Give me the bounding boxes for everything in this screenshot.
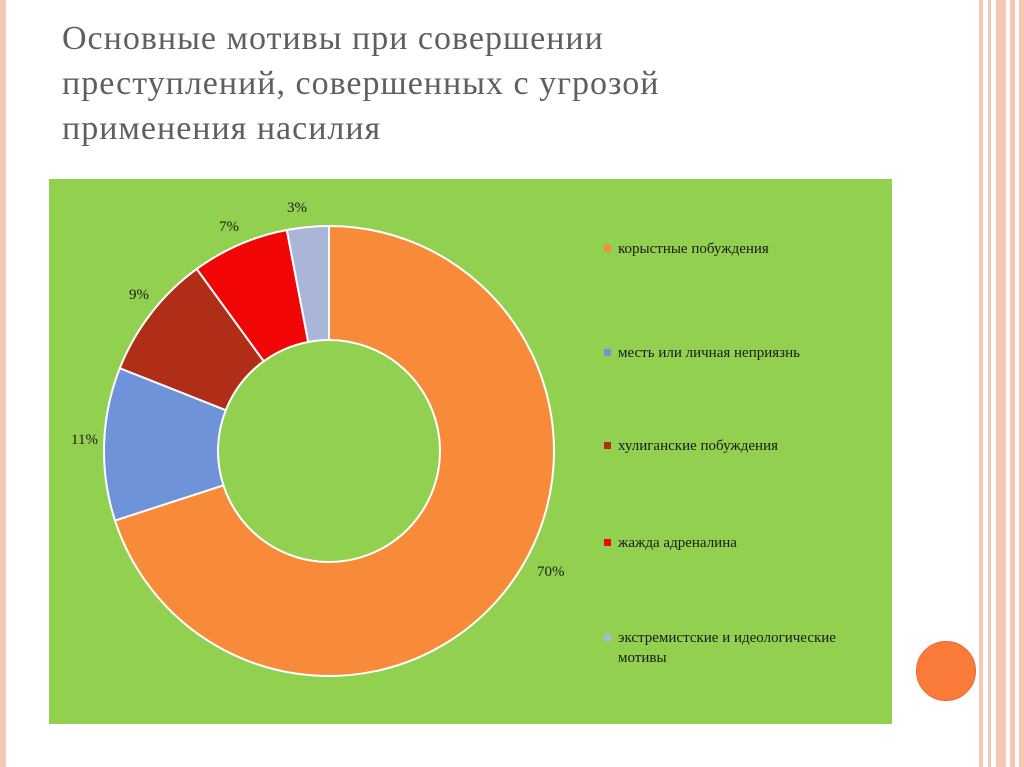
legend-swatch (604, 442, 611, 449)
chart-area: 70% 11% 9% 7% 3% корыстные побуждения месть и… (49, 179, 892, 724)
title-line-2: преступлений, совершенных с угрозой (62, 65, 660, 102)
legend-swatch (604, 539, 611, 546)
data-label: 3% (287, 200, 307, 216)
title-line-1: Основные мотивы при совершении (62, 20, 604, 57)
legend-swatch (604, 245, 611, 252)
legend-swatch (604, 634, 611, 641)
decorative-stripe (996, 0, 1006, 767)
donut-chart: 70% 11% 9% 7% 3% (71, 200, 565, 677)
legend-label: месть или личная неприязнь (618, 345, 800, 361)
donut-slice (285, 224, 330, 344)
donut-slice (113, 224, 555, 677)
title-line-3: применения насилия (62, 110, 382, 147)
legend-label: хулиганские побуждения (618, 438, 778, 454)
legend-label: жажда адреналина (618, 535, 737, 551)
slide-title: Основные мотивы при совершении преступле… (62, 16, 942, 151)
decorative-stripe (979, 0, 983, 767)
data-label: 11% (71, 432, 98, 448)
data-label: 7% (219, 219, 239, 235)
legend-swatch (604, 349, 611, 356)
data-label: 70% (537, 564, 565, 580)
data-label: 9% (129, 287, 149, 303)
left-edge-stripe (0, 0, 6, 767)
decorative-stripe (1019, 0, 1024, 767)
decorative-stripe (1010, 0, 1015, 767)
legend-label: экстремистские и идеологические мотивы (618, 630, 836, 666)
decorative-orange-circle (916, 641, 976, 701)
legend-label: корыстные побуждения (618, 241, 769, 257)
decorative-stripe (988, 0, 991, 767)
